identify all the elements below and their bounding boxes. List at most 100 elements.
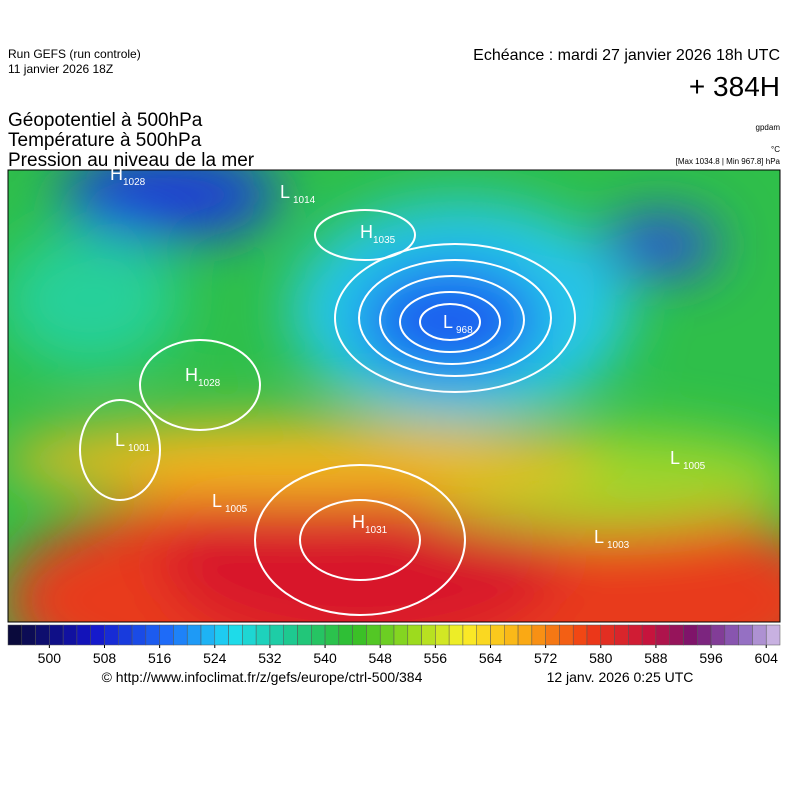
center-value: 1031 [365,525,388,536]
colorbar-tick-label: 564 [479,650,503,666]
colorbar-swatch [393,624,409,646]
center-letter: L [280,182,290,202]
colorbar-swatch [131,624,147,646]
center-letter: L [670,448,680,468]
colorbar-swatch [242,624,257,646]
colorbar-swatch [35,624,50,646]
generated-time: 12 janv. 2026 0:25 UTC [547,669,694,685]
colorbar-swatch [655,624,670,646]
run-date: 11 janvier 2026 18Z [8,62,113,76]
colorbar-tick-label: 556 [424,650,448,666]
valid-time: Echéance : mardi 27 janvier 2026 18h UTC [473,47,780,64]
center-letter: H [185,365,198,385]
center-letter: H [360,222,373,242]
colorbar-swatch [586,624,602,646]
colorbar-tick-label: 532 [258,650,282,666]
extremes-label: [Max 1034.8 | Min 967.8] hPa [676,157,781,166]
unit-label: °C [771,145,780,154]
colorbar-swatch [765,624,781,646]
source-url: © http://www.infoclimat.fr/z/gefs/europe… [102,669,423,685]
center-value: 968 [456,325,473,336]
colorbar-swatch [600,624,615,646]
colorbar-swatch [476,624,491,646]
colorbar-swatch [62,624,78,646]
colorbar-swatch [517,624,533,646]
colorbar-swatch [21,624,36,646]
center-value: 1005 [683,461,706,472]
center-value: 1014 [293,195,316,206]
colorbar-swatch [186,624,202,646]
field-title: Géopotentiel à 500hPa [8,110,203,131]
colorbar-swatch [366,624,381,646]
center-letter: H [352,512,365,532]
map-frame [7,169,781,623]
colorbar-swatch [200,624,216,646]
colorbar-swatch [710,624,726,646]
colorbar-swatch [269,624,284,646]
colorbar-swatch [448,624,464,646]
colorbar-swatch [297,624,312,646]
colorbar-swatch [90,624,105,646]
colorbar-swatch [255,624,271,646]
colorbar-swatch [228,624,243,646]
center-value: 1028 [198,378,221,389]
colorbar-swatch [421,624,436,646]
colorbar-tick-label: 524 [203,650,227,666]
colorbar-swatch [145,624,160,646]
colorbar-tick-label: 516 [148,650,172,666]
colorbar-swatch [379,624,395,646]
colorbar-swatch [407,624,422,646]
colorbar-tick-label: 500 [38,650,62,666]
colorbar-swatch [641,624,657,646]
colorbar-swatch [559,624,574,646]
lead-time: + 384H [689,71,780,102]
colorbar-swatch [76,624,91,646]
colorbar-tick-label: 540 [313,650,337,666]
center-letter: H [110,164,123,184]
colorbar-swatch [49,624,64,646]
colorbar-swatch [504,624,519,646]
colorbar-swatch [738,624,753,646]
colorbar-tick-label: 572 [534,650,558,666]
colorbar-swatch [545,624,560,646]
center-value: 1003 [607,540,630,551]
colorbar-swatch [435,624,450,646]
field-title: Pression au niveau de la mer [8,150,255,171]
colorbar-swatch [628,624,643,646]
colorbar-swatch [283,624,298,646]
colorbar-swatch [572,624,588,646]
colorbar-swatch [490,624,505,646]
unit-label: gpdam [756,123,781,132]
colorbar-swatch [724,624,739,646]
center-value: 1028 [123,177,146,188]
colorbar-swatch [669,624,684,646]
center-value: 1035 [373,235,396,246]
colorbar-swatch [118,624,133,646]
colorbar-swatch [352,624,367,646]
center-value: 1001 [128,443,151,454]
center-letter: L [443,312,453,332]
field-title: Température à 500hPa [8,130,202,151]
colorbar-tick-label: 580 [589,650,613,666]
center-letter: L [594,527,604,547]
colorbar-tick-label: 604 [755,650,779,666]
center-letter: L [115,430,125,450]
colorbar-swatch [173,624,188,646]
colorbar-swatch [7,624,23,646]
colorbar-tick-label: 588 [644,650,668,666]
map [8,170,780,622]
run-label: Run GEFS (run controle) [8,47,141,61]
colorbar-swatch [104,624,119,646]
center-letter: L [212,491,222,511]
center-value: 1005 [225,504,248,515]
colorbar-swatch [338,624,353,646]
colorbar-swatch [462,624,477,646]
colorbar-swatch [159,624,174,646]
colorbar-swatch [697,624,712,646]
colorbar-swatch [311,624,326,646]
colorbar-tick-label: 508 [93,650,117,666]
colorbar-swatch [752,624,767,646]
colorbar-tick-label: 548 [369,650,393,666]
colorbar-swatch [214,624,229,646]
